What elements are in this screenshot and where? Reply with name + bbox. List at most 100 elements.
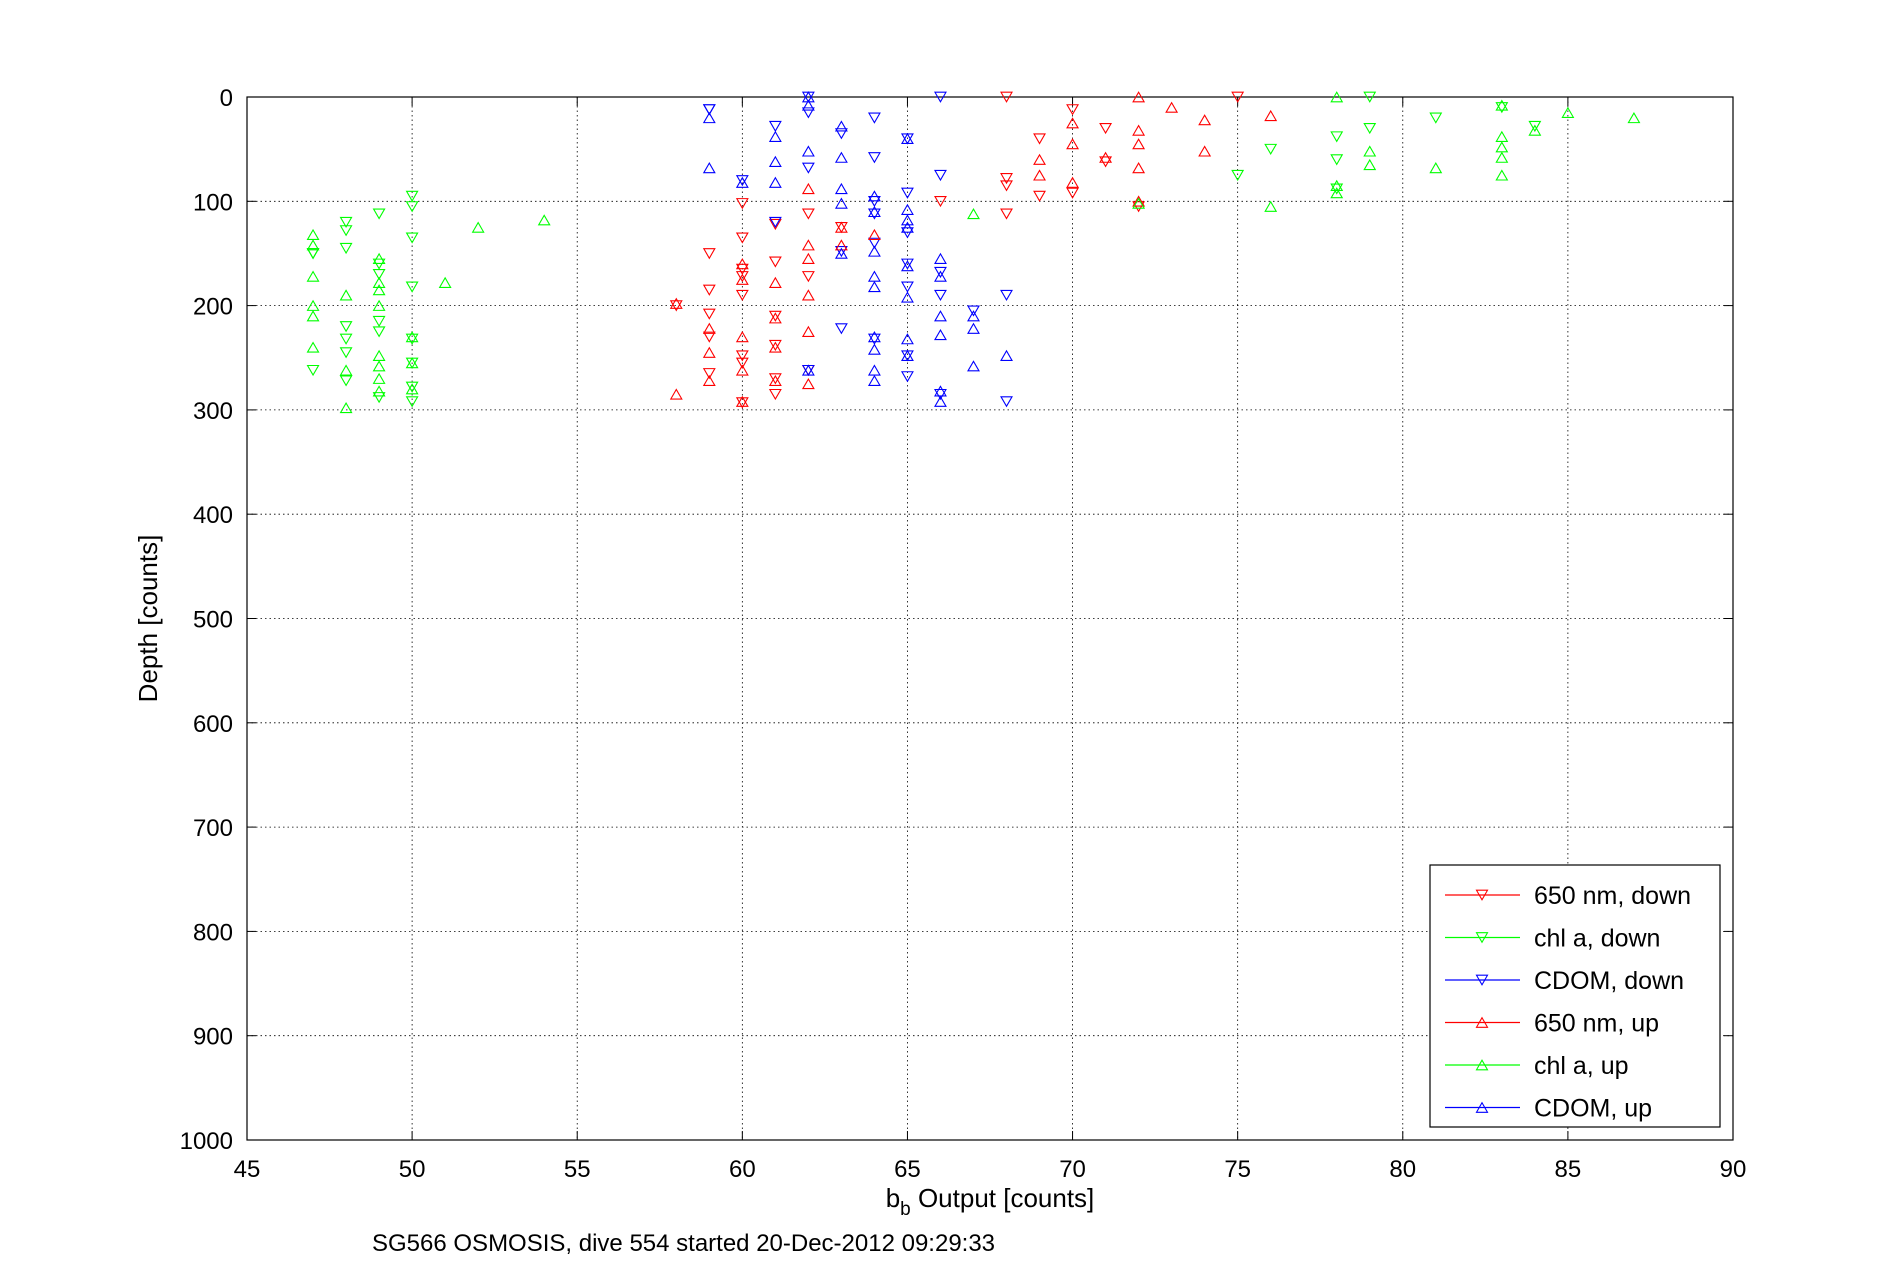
data-point (735, 232, 749, 244)
data-point (768, 341, 782, 353)
data-point (967, 305, 980, 317)
data-point (735, 395, 749, 407)
data-point (834, 323, 848, 335)
legend-label: 650 nm, down (1534, 882, 1691, 910)
legend-item: CDOM, down (1445, 967, 1684, 995)
series-cdom-up (702, 91, 1013, 407)
data-point (801, 271, 815, 283)
y-tick-label: 300 (193, 398, 233, 425)
data-point (1495, 141, 1509, 153)
data-point (1429, 162, 1443, 174)
data-point (702, 308, 716, 320)
data-point (1066, 104, 1080, 116)
data-point (900, 132, 914, 145)
data-point (1132, 124, 1146, 136)
data-point (405, 201, 419, 213)
data-point (1000, 349, 1013, 361)
data-point (372, 208, 386, 220)
data-point (768, 374, 782, 387)
data-point (1330, 131, 1344, 143)
y-tick-label: 100 (193, 189, 233, 216)
legend-label: 650 nm, up (1534, 1010, 1659, 1038)
data-point (339, 225, 353, 237)
y-tick-label: 900 (193, 1024, 233, 1051)
legend-marker (1475, 1101, 1489, 1113)
data-point (702, 374, 716, 387)
data-point (900, 214, 914, 226)
data-point (1132, 197, 1146, 209)
data-point (306, 248, 320, 260)
x-tick-label: 70 (1059, 1156, 1086, 1183)
legend: 650 nm, down chl a, down CDOM, down 650 nm,… (1429, 864, 1721, 1128)
data-point (1066, 176, 1080, 188)
y-tick-label: 500 (193, 607, 233, 634)
data-point (1330, 91, 1344, 103)
data-point (1528, 124, 1542, 136)
x-tick-label: 75 (1224, 1156, 1251, 1183)
data-point (1132, 195, 1146, 207)
data-point (1264, 200, 1278, 212)
data-point (900, 349, 914, 361)
data-point (372, 276, 386, 288)
data-point (834, 197, 848, 209)
data-point (405, 331, 419, 343)
data-point (834, 221, 848, 233)
y-tick-label: 200 (193, 294, 233, 321)
x-tick-label: 90 (1720, 1156, 1747, 1183)
data-point (834, 151, 848, 163)
data-point (1066, 187, 1080, 199)
data-point (306, 270, 320, 282)
data-point (1231, 91, 1245, 103)
data-point (768, 120, 782, 133)
data-point (900, 281, 914, 293)
data-point (1363, 91, 1377, 103)
data-point (1132, 162, 1146, 174)
data-point (867, 228, 881, 240)
series-chl-a-up (306, 91, 1641, 414)
data-point (801, 162, 815, 174)
legend-label: CDOM, down (1534, 967, 1684, 995)
data-point (1000, 180, 1013, 192)
y-axis-label: Depth [counts] (133, 535, 163, 703)
data-point (306, 239, 320, 251)
data-point (801, 239, 815, 251)
data-point (372, 372, 386, 384)
series-cdom-down (702, 91, 1013, 408)
data-point (867, 364, 881, 376)
data-markers (306, 91, 1641, 414)
x-tick-label: 50 (399, 1156, 426, 1183)
data-point (768, 276, 782, 288)
data-point (801, 364, 815, 377)
data-point (1099, 156, 1113, 168)
data-point (438, 276, 452, 288)
data-point (867, 333, 881, 345)
data-point (768, 339, 782, 352)
data-point (934, 169, 947, 182)
data-point (768, 155, 782, 167)
data-point (735, 331, 749, 343)
caption: SG566 OSMOSIS, dive 554 started 20-Dec-2… (372, 1230, 995, 1257)
data-point (934, 395, 947, 407)
data-point (1099, 122, 1113, 135)
data-point (372, 360, 386, 372)
legend-item: chl a, up (1445, 1052, 1629, 1080)
x-tick-label: 85 (1555, 1156, 1582, 1183)
data-point (934, 328, 947, 341)
data-point (405, 333, 419, 345)
legend-marker (1475, 932, 1489, 944)
data-point (867, 190, 881, 202)
legend-item: 650 nm, up (1445, 1010, 1659, 1038)
data-point (1099, 151, 1113, 163)
data-point (1495, 151, 1509, 163)
data-point (967, 207, 980, 220)
data-point (1165, 101, 1179, 113)
data-point (867, 280, 881, 293)
data-point (702, 331, 716, 343)
data-point (339, 364, 353, 376)
data-point (735, 176, 749, 188)
data-point (405, 381, 419, 393)
data-point (768, 312, 782, 324)
data-point (735, 271, 749, 283)
data-point (801, 107, 815, 119)
